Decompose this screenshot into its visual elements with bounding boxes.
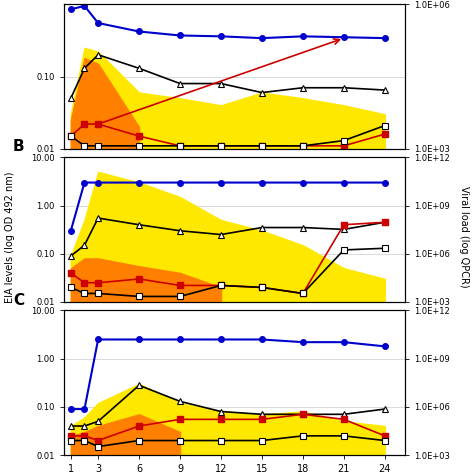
Text: EIA levels (log OD 492 nm): EIA levels (log OD 492 nm) [5,171,16,303]
Text: B: B [13,139,25,155]
Text: C: C [14,292,25,308]
Text: Viral load (log QPCR): Viral load (log QPCR) [458,186,469,288]
